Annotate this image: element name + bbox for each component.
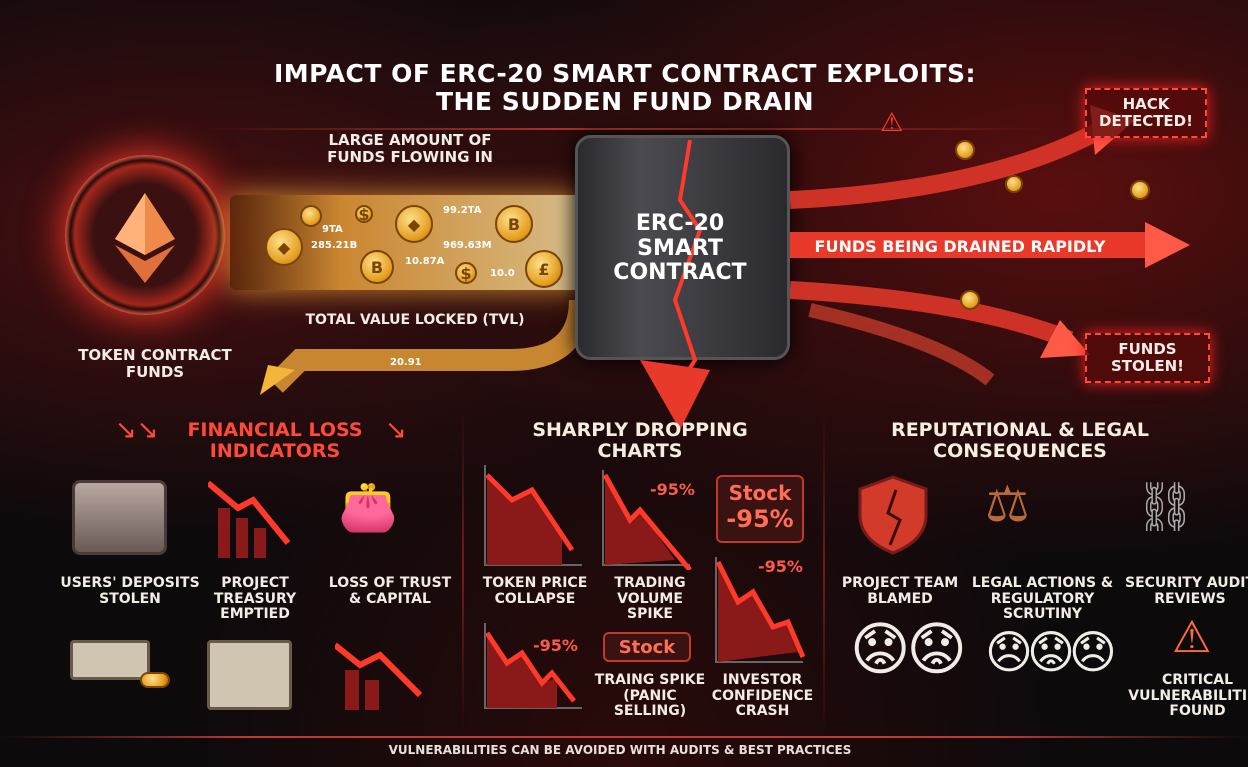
blamed-people-icon: 😟😟: [850, 615, 967, 683]
crack-icon: [640, 140, 710, 430]
coin-icon: [1130, 180, 1150, 200]
ethereum-coin-icon: ◆: [265, 228, 303, 266]
page-title: Impact of ERC-20 Smart Contract Exploits…: [200, 60, 1050, 116]
title-line-1: Impact of ERC-20 Smart Contract Exploits…: [273, 59, 977, 88]
money-loss-chart-icon: [335, 642, 423, 710]
footer-line: [0, 736, 1248, 738]
ethereum-icon: [115, 193, 175, 283]
arrow-down-icon: ↘↘: [115, 415, 159, 445]
stock-label: Stock: [728, 481, 792, 505]
chart-label: Traing Spike (Panic Selling): [594, 672, 706, 720]
cash-icon: [70, 640, 150, 680]
drop-percent: -95%: [533, 636, 578, 655]
declining-chart-icon: [208, 480, 291, 558]
drain-label: Funds being drained rapidly: [814, 237, 1106, 256]
token-contract-label: Token Contract Funds: [78, 346, 232, 381]
chart-label: Trading Volume Spike: [614, 575, 686, 623]
token-contract-badge: [65, 155, 225, 315]
financial-item-label: Project Treasury Emptied: [213, 575, 297, 623]
coin-icon: [1005, 175, 1023, 193]
financial-item-label: Loss of Trust & Capital: [328, 575, 452, 607]
reputation-item-label: Critical Vulnerabilities Found: [1128, 672, 1248, 720]
contract-line: ERC-20: [635, 211, 725, 236]
gavel-icon: ⚖: [985, 475, 1030, 533]
broken-safe-icon: [72, 480, 167, 555]
coin-icon: [960, 290, 980, 310]
trading-volume-chart: [602, 470, 692, 570]
title-line-2: The Sudden Fund Drain: [435, 87, 815, 116]
warning-icon: ⚠: [880, 108, 904, 138]
value-label: 99.2TA: [443, 205, 482, 216]
value-label: 20.91: [390, 357, 422, 368]
financial-item-label: Users' Deposits Stolen: [60, 575, 200, 607]
title-underline: [200, 128, 1050, 130]
divider: [823, 410, 825, 730]
funds-stolen-box: Funds Stolen!: [1085, 333, 1210, 383]
bitcoin-coin-icon: B: [360, 250, 394, 284]
token-price-chart: [484, 465, 582, 566]
outflow-curve-arrow: [260, 299, 590, 395]
reputation-header: Reputational & Legal Consequences: [891, 419, 1149, 463]
value-label: 10.0: [490, 268, 515, 279]
coin-stack-icon: [140, 672, 170, 688]
coin-icon: [955, 140, 975, 160]
arrow-down-icon: ↘: [385, 415, 407, 445]
footer-text: Vulnerabilities can be avoided with audi…: [388, 743, 852, 757]
chart-label: Token Price Collapse: [482, 575, 588, 607]
value-label: 10.87A: [405, 256, 445, 267]
coin-icon: £: [525, 250, 563, 288]
worried-people-icon: 😞😟😞: [985, 625, 1117, 679]
tvl-label: Total Value Locked (TVL): [305, 312, 525, 328]
contract-line: Contract: [613, 260, 747, 286]
financial-header: Financial Loss Indicators: [187, 419, 363, 463]
stock-badge: Stock: [603, 632, 691, 662]
wallet-hand-icon: 👛: [338, 479, 398, 535]
broken-shield-icon: [858, 475, 928, 555]
divider: [462, 410, 464, 730]
dollar-coin-icon: $: [355, 205, 373, 224]
value-label: 285.21B: [311, 240, 358, 251]
stock-drop-box: Stock -95%: [716, 475, 804, 543]
panic-selling-chart: [484, 623, 582, 709]
inflow-label: Large amount of funds flowing in: [327, 131, 493, 166]
value-label: 9TA: [322, 224, 343, 235]
dollar-coin-icon: $: [455, 262, 477, 284]
stock-percent: -95%: [726, 505, 794, 533]
coin-icon: [300, 205, 322, 227]
ethereum-coin-icon: ◆: [395, 205, 433, 243]
investor-confidence-chart: [715, 557, 806, 663]
value-label: 969.63M: [443, 240, 492, 251]
charts-header: Sharply Dropping Charts: [532, 419, 748, 463]
cash-icon: [207, 640, 292, 710]
warning-icon: ⚠: [1172, 612, 1212, 663]
reputation-item-label: Legal Actions & Regulatory Scrutiny: [971, 575, 1114, 623]
chart-label: Investor Confidence Crash: [711, 672, 814, 720]
reputation-item-label: Security Audit Reviews: [1125, 575, 1248, 607]
contract-label: ERC-20 Smart Contract: [590, 211, 770, 286]
drop-percent: -95%: [650, 480, 695, 499]
bitcoin-coin-icon: B: [495, 205, 533, 243]
broken-chain-icon: ⛓: [1135, 479, 1196, 535]
hack-detected-box: Hack Detected!: [1085, 88, 1207, 138]
reputation-item-label: Project Team Blamed: [841, 575, 959, 607]
drop-percent: -95%: [758, 557, 803, 576]
contract-line: Smart: [637, 235, 723, 261]
